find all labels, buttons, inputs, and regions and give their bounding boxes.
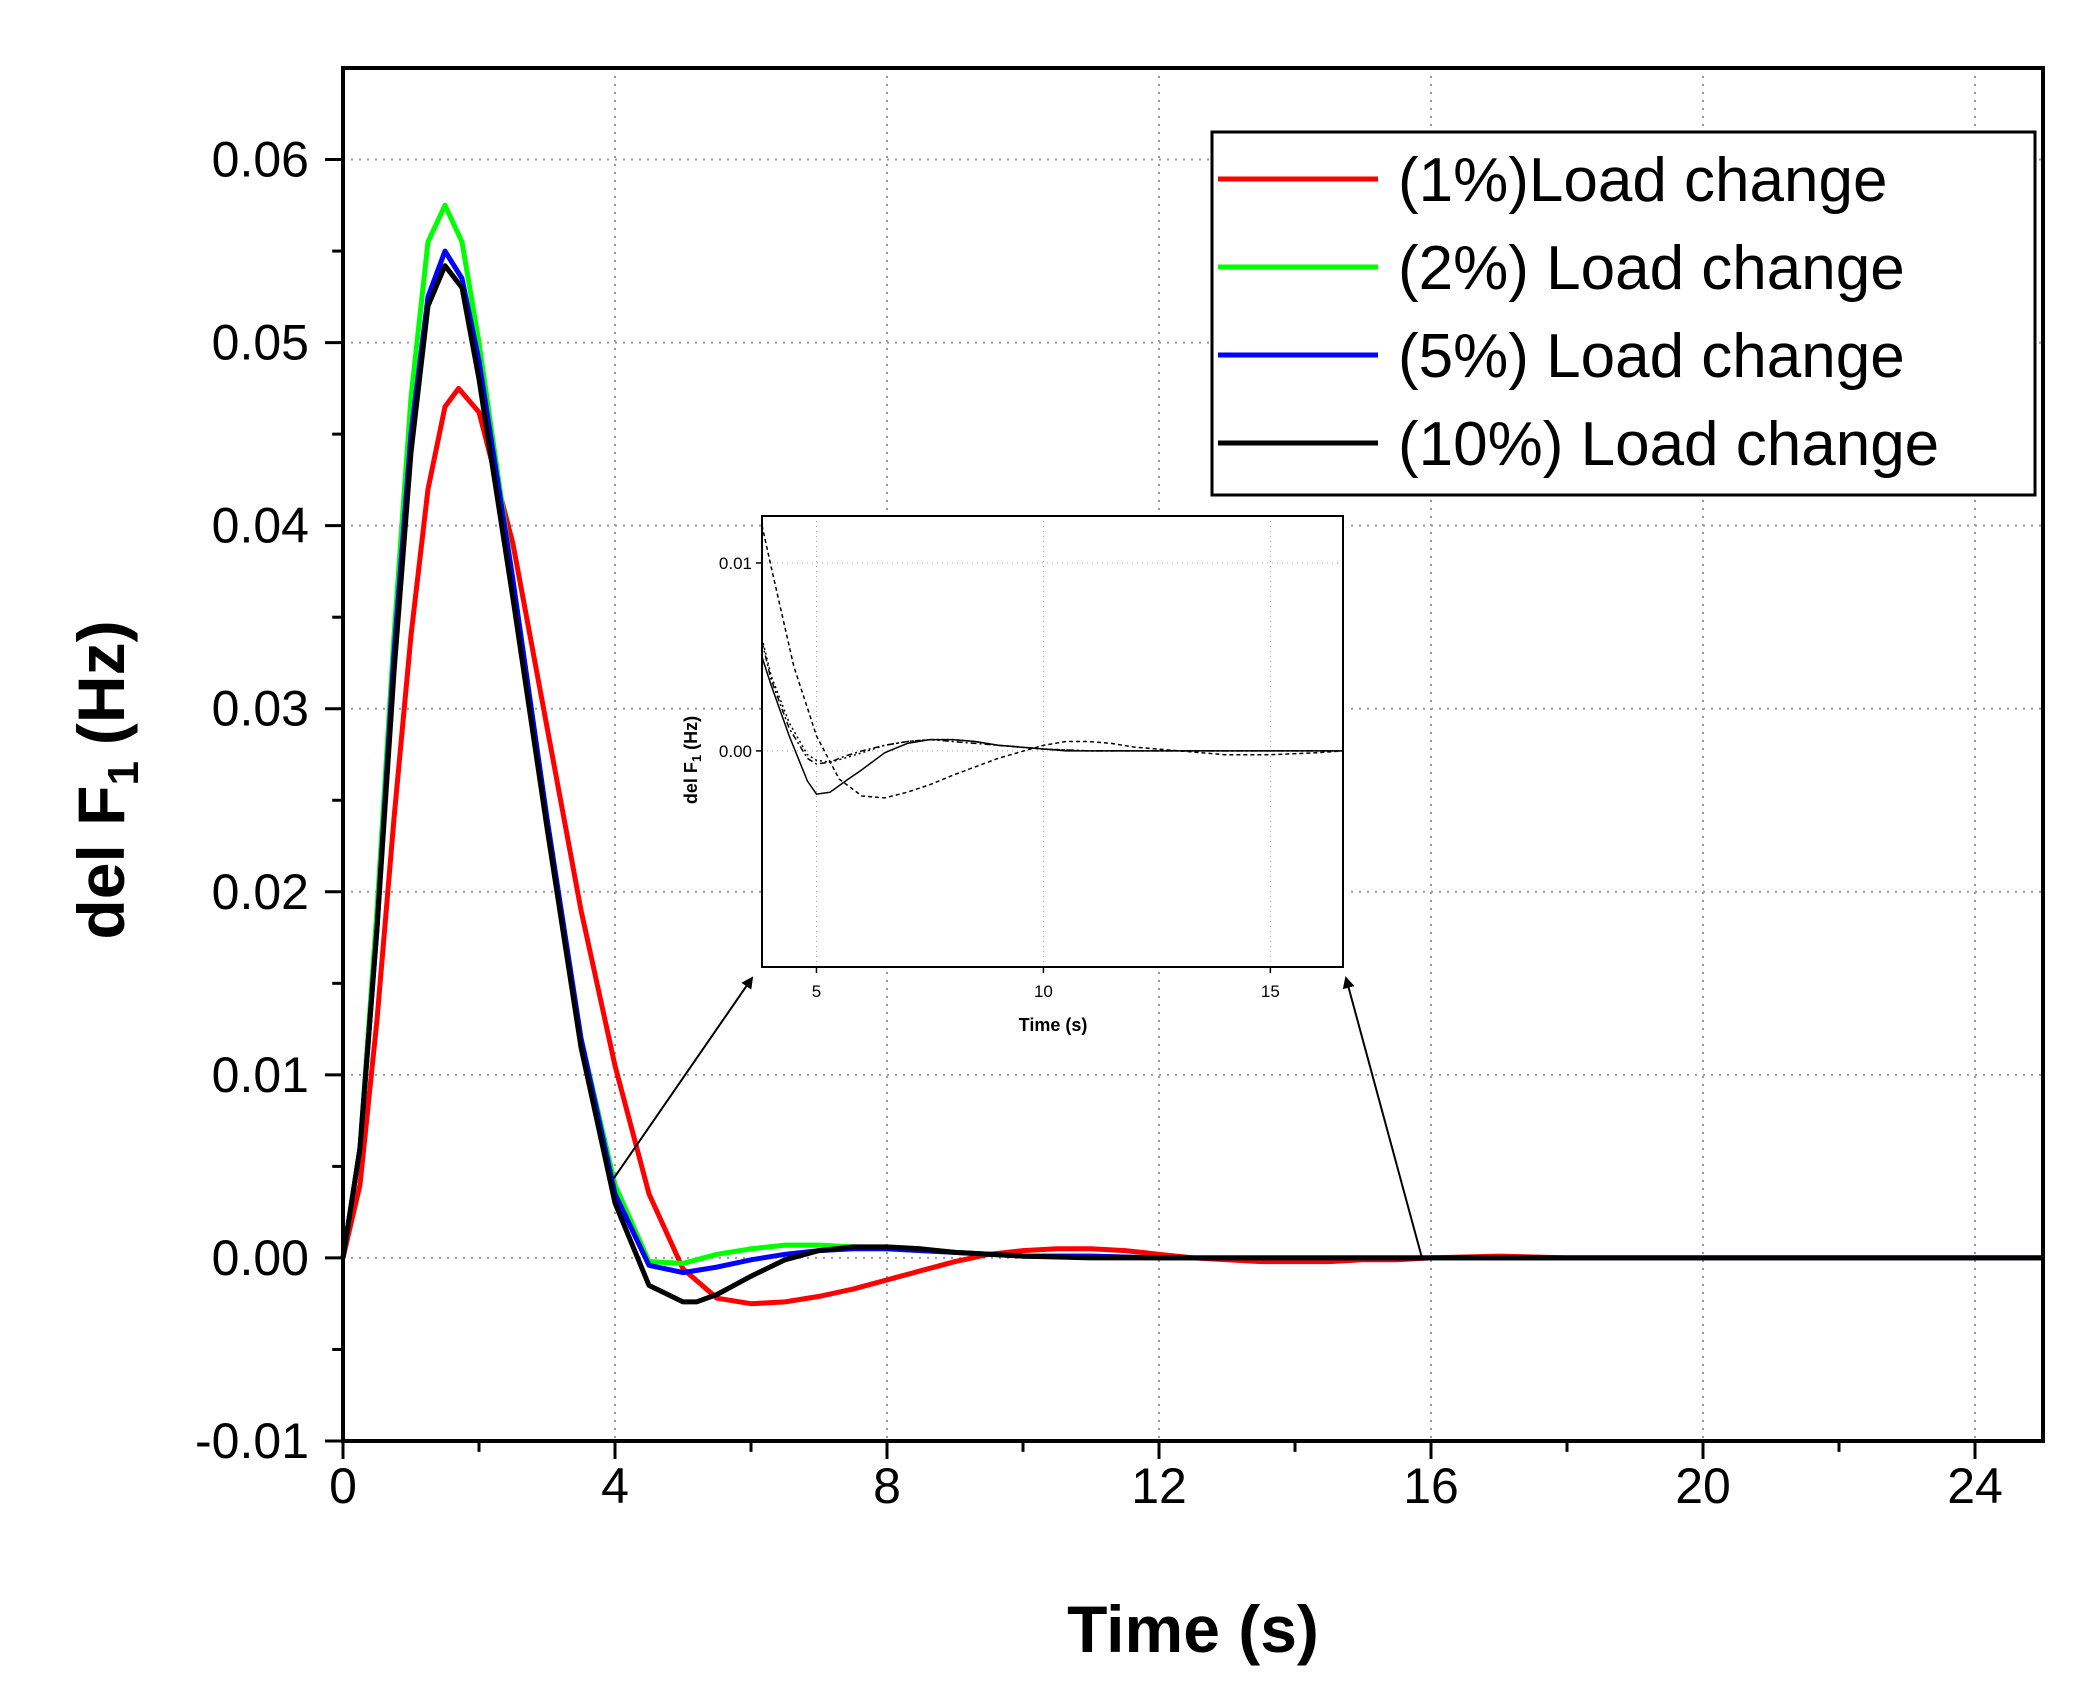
- zoom-arrow-right: [1342, 976, 1423, 1259]
- legend-label-2: (5%) Load change: [1398, 322, 1905, 391]
- main-y-tick-label: 0.02: [212, 864, 309, 920]
- inset-x-tick-label: 10: [1034, 982, 1053, 1001]
- main-y-tick-label: 0.03: [212, 681, 309, 737]
- inset-y-tick-labels: 0.00 0.01: [719, 554, 752, 761]
- main-x-tick-label: 24: [1947, 1458, 2003, 1514]
- main-x-tick-label: 4: [601, 1458, 629, 1514]
- inset-y-axis-title: del F1 (Hz): [681, 716, 704, 804]
- inset-ticks: [756, 562, 1272, 973]
- inset-series-group: [761, 525, 1344, 799]
- legend-label-1: (2%) Load change: [1398, 234, 1905, 303]
- inset-x-tick-label: 15: [1261, 982, 1280, 1001]
- main-plot-frame: [341, 66, 2045, 1443]
- main-y-tick-label: 0.05: [212, 315, 309, 371]
- inset-y-axis-title-subscript: 1: [689, 755, 704, 762]
- main-y-tick-labels: -0.01 0.00 0.01 0.02 0.03 0.04 0.05 0.06: [195, 132, 309, 1469]
- main-x-tick-label: 16: [1403, 1458, 1459, 1514]
- legend-label-0: (1%)Load change: [1398, 146, 1887, 215]
- inset-y-axis-title-units: (Hz): [681, 716, 701, 750]
- legend: (1%)Load change (2%) Load change (5%) Load…: [1210, 130, 2037, 497]
- legend-entries: (1%)Load change (2%) Load change (5%) Load…: [1218, 146, 1939, 479]
- legend-label-3: (10%) Load change: [1398, 410, 1939, 479]
- inset-x-tick-label: 5: [812, 982, 821, 1001]
- inset-plot-frame: [761, 515, 1344, 968]
- main-x-axis-title: Time (s): [1067, 1592, 1319, 1666]
- inset-x-axis-title: Time (s): [1019, 1015, 1088, 1035]
- main-series-line-3: [340, 263, 2043, 1305]
- main-x-tick-label: 0: [329, 1458, 357, 1514]
- inset-x-tick-labels: 5 10 15: [812, 982, 1280, 1001]
- main-y-axis-title: del F1 (Hz): [64, 620, 148, 939]
- main-y-tick-label: 0.00: [212, 1230, 309, 1286]
- main-y-tick-label: 0.04: [212, 498, 309, 554]
- main-x-tick-labels: 0 4 8 12 16 20 24: [329, 1458, 2003, 1514]
- inset-series-line-1: [761, 525, 1344, 799]
- main-y-axis-title-units: (Hz): [64, 620, 138, 745]
- inset-y-tick-label: 0.00: [719, 742, 752, 761]
- inset-y-axis-title-main: del F: [681, 762, 701, 804]
- inset-y-tick-label: 0.01: [719, 554, 752, 573]
- inset-background: [762, 516, 1345, 967]
- inset-series-line-2: [761, 637, 1343, 763]
- main-ticks: [325, 158, 1977, 1459]
- main-x-tick-label: 12: [1131, 1458, 1187, 1514]
- legend-box: [1210, 130, 2037, 497]
- main-x-tick-label: 8: [873, 1458, 901, 1514]
- main-y-tick-label: -0.01: [195, 1413, 309, 1469]
- main-x-tick-label: 20: [1675, 1458, 1731, 1514]
- main-series-group: [340, 202, 2043, 1307]
- main-y-tick-label: 0.01: [212, 1047, 309, 1103]
- main-y-axis-title-main: del F: [64, 786, 138, 940]
- main-y-tick-label: 0.06: [212, 132, 309, 188]
- main-y-axis-title-subscript: 1: [99, 761, 148, 785]
- inset-grid: [762, 516, 1343, 967]
- zoom-arrow-left: [613, 976, 754, 1179]
